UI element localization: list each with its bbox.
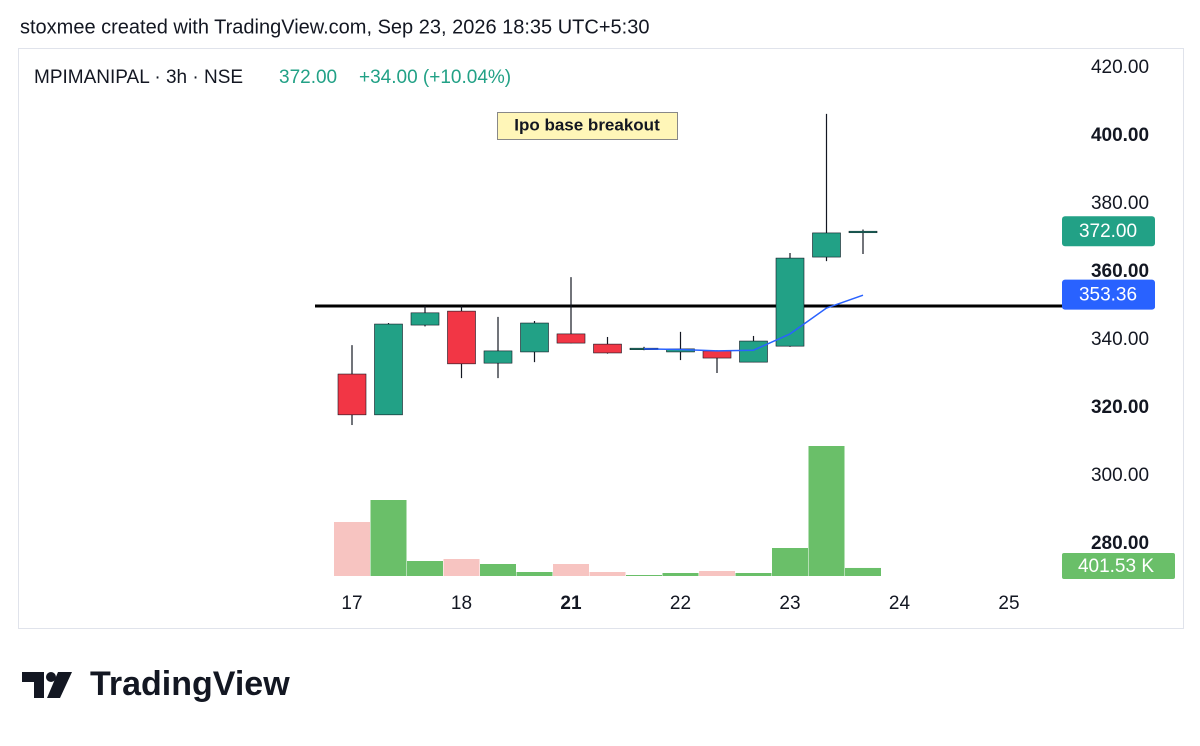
annotation: Ipo base breakout xyxy=(514,115,660,134)
y-tick-label: 360.00 xyxy=(1091,261,1149,282)
candle-body xyxy=(447,310,476,365)
y-tick-label: 400.00 xyxy=(1091,125,1149,146)
logo-mark xyxy=(22,672,72,698)
candle-body xyxy=(520,322,549,353)
y-tick-label: 340.00 xyxy=(1091,329,1149,350)
brand: TradingView xyxy=(90,665,290,703)
volume-bar xyxy=(662,573,699,576)
annotation-box xyxy=(497,112,678,140)
candle-body xyxy=(410,312,440,326)
x-tick-label: 24 xyxy=(889,593,911,614)
candle-body xyxy=(812,232,841,258)
candle-body xyxy=(483,350,513,364)
volume-bar xyxy=(772,548,808,576)
candle-body xyxy=(775,257,805,347)
volume-bar xyxy=(370,500,407,576)
candle-body xyxy=(739,340,768,363)
x-tick-label: 25 xyxy=(998,593,1019,614)
x-tick-label: 21 xyxy=(560,593,582,614)
volume-bar xyxy=(480,564,516,576)
candle-body xyxy=(337,373,367,416)
volume-bar xyxy=(626,575,662,576)
x-tick-label: 18 xyxy=(451,593,472,614)
x-tick-label: 17 xyxy=(341,593,362,614)
volume-bar xyxy=(334,522,370,576)
logo: TradingView xyxy=(22,665,290,703)
candle-body xyxy=(556,333,586,344)
last-price-label: 372.00 xyxy=(1079,221,1137,242)
ma-label: 353.36 xyxy=(1079,285,1137,306)
volume-bar xyxy=(699,571,735,576)
x-tick-label: 23 xyxy=(779,593,800,614)
credit: stoxmee created with TradingView.com, Se… xyxy=(20,16,649,38)
price: 372.00 xyxy=(279,67,337,88)
volume-bar xyxy=(808,446,845,576)
x-tick-label: 22 xyxy=(670,593,691,614)
y-tick-label: 280.00 xyxy=(1091,533,1149,554)
moving-average xyxy=(643,294,864,352)
volume-label-box xyxy=(1062,553,1175,579)
y-tick-label: 300.00 xyxy=(1091,465,1149,486)
volume-bar xyxy=(553,564,589,576)
volume-label: 401.53 K xyxy=(1078,556,1154,577)
volume-bar xyxy=(845,567,881,576)
volume-bar xyxy=(516,572,553,576)
volume-bar xyxy=(589,572,626,576)
change: +34.00 (+10.04%) xyxy=(359,67,511,88)
last-price-label-box xyxy=(1062,216,1155,247)
volume-bar xyxy=(407,561,443,576)
ma-label-box xyxy=(1062,279,1155,310)
volume-bar xyxy=(443,559,480,576)
candle-body xyxy=(702,350,732,359)
symbol: MPIMANIPAL · 3h · NSE xyxy=(34,67,243,88)
y-tick-label: 420.00 xyxy=(1091,57,1149,78)
candle-body xyxy=(374,323,403,416)
y-tick-label: 320.00 xyxy=(1091,397,1149,418)
volume-bar xyxy=(735,573,772,576)
y-tick-label: 380.00 xyxy=(1091,193,1149,214)
logo-dot xyxy=(46,672,56,682)
candle-body xyxy=(593,343,622,354)
chart-frame xyxy=(18,48,1184,629)
candle-body xyxy=(848,230,878,234)
